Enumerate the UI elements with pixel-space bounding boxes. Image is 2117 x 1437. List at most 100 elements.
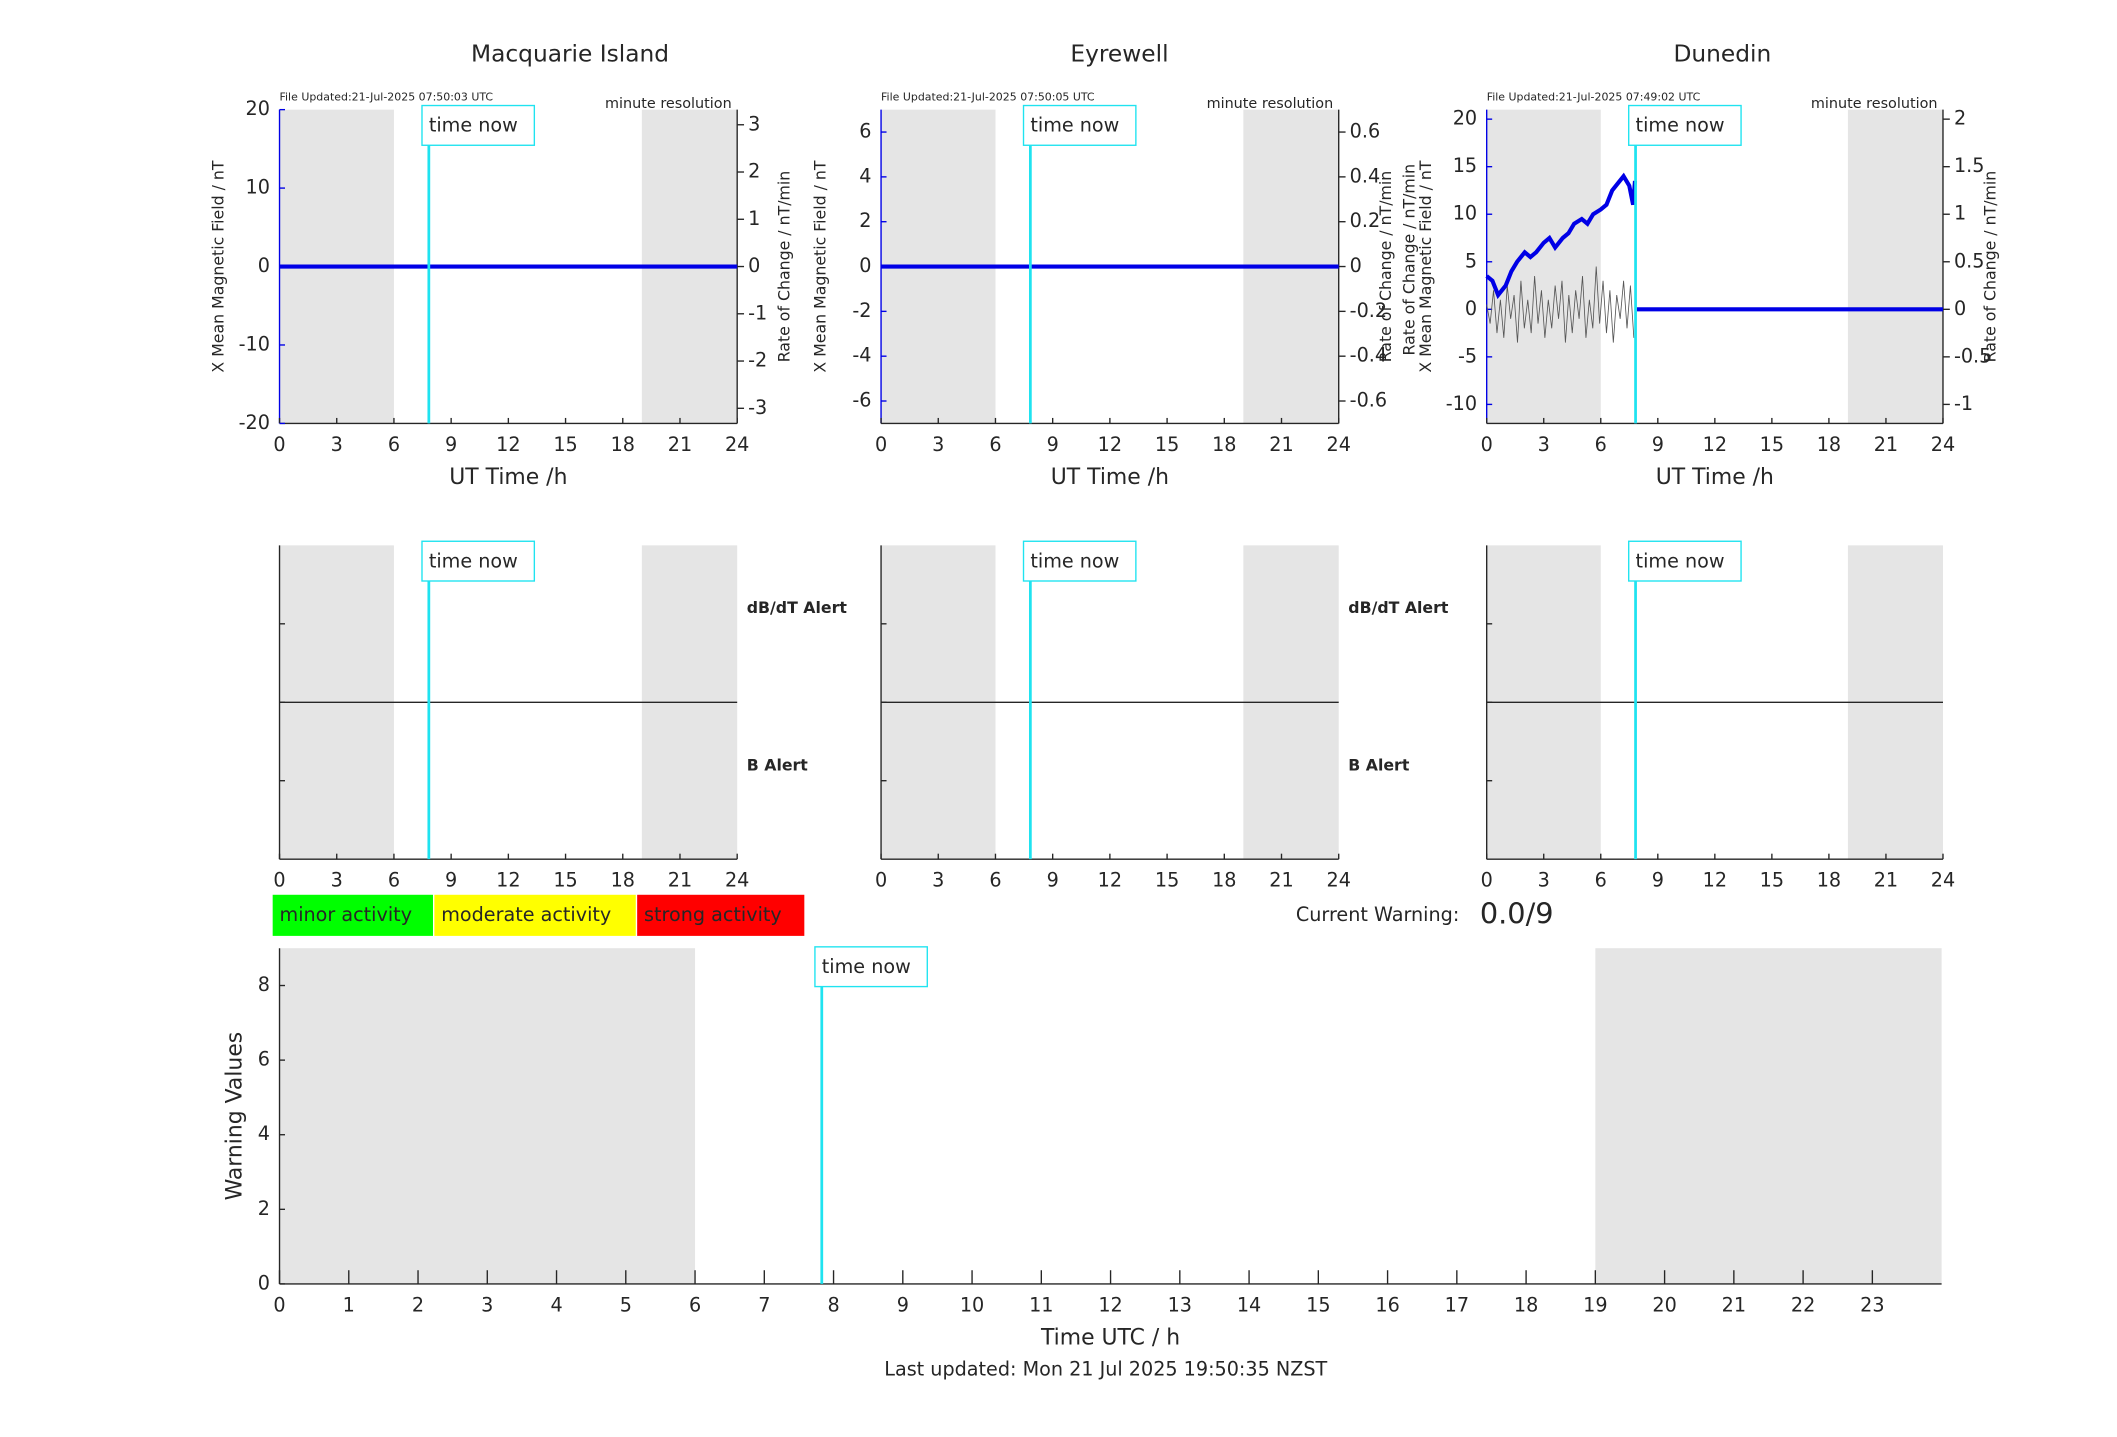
x-tick-label: 3 (932, 433, 944, 456)
time-now-label: time now (1030, 114, 1119, 137)
chart-title: Macquarie Island (471, 40, 669, 67)
legend-swatch (272, 894, 433, 936)
x-tick-label: 6 (989, 433, 1001, 456)
x-tick-label: 9 (1652, 869, 1664, 892)
x-tick-label: 5 (620, 1293, 632, 1316)
x-tick-label: 9 (445, 433, 457, 456)
file-updated: File Updated:21-Jul-2025 07:50:05 UTC (881, 90, 1095, 103)
lower-alert-label: B Alert (1348, 755, 1410, 774)
x-tick-label: 0 (875, 869, 887, 892)
x-tick-label: 18 (1212, 869, 1236, 892)
x-tick-label: 18 (611, 869, 635, 892)
x-tick-label: 3 (1538, 433, 1550, 456)
y2-tick-label: 2 (1954, 107, 1966, 130)
x-tick-label: 21 (668, 869, 692, 892)
y-tick-label: -4 (852, 344, 871, 367)
y2-tick-label: -2 (748, 349, 767, 372)
y2-tick-label: -3 (748, 396, 767, 419)
x-tick-label: 24 (1327, 869, 1351, 892)
x-tick-label: 24 (1931, 433, 1955, 456)
x-tick-label: 0 (273, 433, 285, 456)
y-tick-label: -2 (852, 299, 871, 322)
time-now-box (1628, 104, 1742, 146)
y-tick-label: -10 (239, 332, 270, 355)
time-now-box (1022, 540, 1137, 582)
y-tick-label: 0 (258, 1271, 270, 1294)
x-tick-label: 15 (1155, 433, 1179, 456)
y-tick-label: 0 (258, 254, 270, 277)
y2-tick-label: 0.6 (1350, 120, 1381, 143)
y-tick-label: -20 (239, 411, 270, 434)
legend-label: moderate activity (441, 903, 611, 926)
x-tick-label: 6 (388, 869, 400, 892)
y2-axis-label: Rate of Change / nT/min (775, 171, 794, 363)
x-axis-label: Time UTC / h (1040, 1326, 1180, 1351)
x-tick-label: 6 (1595, 869, 1607, 892)
y2-tick-label: 0.5 (1954, 249, 1985, 272)
x-tick-label: 6 (689, 1293, 701, 1316)
y2-tick-label: -0.5 (1954, 344, 1991, 367)
y-axis-label: Warning Values (223, 1032, 248, 1201)
x-tick-label: 21 (1722, 1293, 1746, 1316)
y-tick-label: 6 (859, 120, 871, 143)
time-now-box (1628, 540, 1742, 582)
x-tick-label: 19 (1583, 1293, 1607, 1316)
y-axis-label: X Mean Magnetic Field / nT (1416, 160, 1435, 372)
x-tick-label: 6 (989, 869, 1001, 892)
x-tick-label: 21 (668, 433, 692, 456)
x-tick-label: 2 (412, 1293, 424, 1316)
y-axis-label: X Mean Magnetic Field / nT (810, 160, 829, 372)
x-tick-label: 0 (1481, 433, 1493, 456)
y2-tick-label: -1 (748, 301, 767, 324)
x-tick-label: 3 (932, 869, 944, 892)
x-tick-label: 12 (1703, 433, 1727, 456)
night-shading (1486, 109, 1601, 424)
x-axis-label: UT Time /h (1656, 465, 1774, 490)
x-tick-label: 24 (725, 433, 749, 456)
time-now-box (421, 540, 536, 582)
rate-line (1486, 266, 1635, 343)
resolution: minute resolution (605, 96, 732, 112)
night-shading (1595, 948, 1942, 1284)
x-tick-label: 15 (1306, 1293, 1330, 1316)
y2-tick-label: -0.6 (1350, 389, 1387, 412)
y-tick-label: 2 (258, 1197, 270, 1220)
x-tick-label: 15 (1760, 869, 1784, 892)
x-tick-label: 3 (331, 433, 343, 456)
x-tick-label: 3 (481, 1293, 493, 1316)
y2-tick-label: 1.5 (1954, 154, 1985, 177)
y-tick-label: -5 (1458, 344, 1477, 367)
legend-label: strong activity (644, 903, 782, 926)
y-tick-label: 4 (258, 1122, 270, 1145)
x-tick-label: 18 (1212, 433, 1236, 456)
y2-tick-label: 0.4 (1350, 164, 1381, 187)
y2-tick-label: 0.2 (1350, 209, 1381, 232)
x-tick-label: 14 (1237, 1293, 1261, 1316)
time-now-label: time now (1636, 549, 1725, 572)
x-tick-label: 1 (343, 1293, 355, 1316)
x-tick-label: 7 (758, 1293, 770, 1316)
y2-axis-label: Rate of Change / nT/min (1980, 171, 1999, 363)
x-tick-label: 0 (1481, 869, 1493, 892)
y2-tick-label: 1 (748, 207, 760, 230)
x-tick-label: 0 (273, 1293, 285, 1316)
y-tick-label: 5 (1465, 249, 1477, 272)
x-tick-label: 24 (1931, 869, 1955, 892)
legend-swatch (434, 894, 636, 936)
x-tick-label: 23 (1860, 1293, 1884, 1316)
x-tick-label: 21 (1269, 433, 1293, 456)
x-tick-label: 18 (611, 433, 635, 456)
x-tick-label: 0 (875, 433, 887, 456)
x-tick-label: 12 (1098, 1293, 1122, 1316)
x-tick-label: 6 (388, 433, 400, 456)
time-now-label: time now (1030, 549, 1119, 572)
y2-tick-label: 3 (748, 112, 760, 135)
x-tick-label: 15 (553, 433, 577, 456)
y-tick-label: -6 (852, 389, 871, 412)
x-tick-label: 15 (1760, 433, 1784, 456)
x-axis-label: UT Time /h (1051, 465, 1169, 490)
field-line (1485, 172, 1943, 312)
x-tick-label: 12 (1098, 869, 1122, 892)
x-tick-label: 24 (1327, 433, 1351, 456)
x-tick-label: 21 (1269, 869, 1293, 892)
